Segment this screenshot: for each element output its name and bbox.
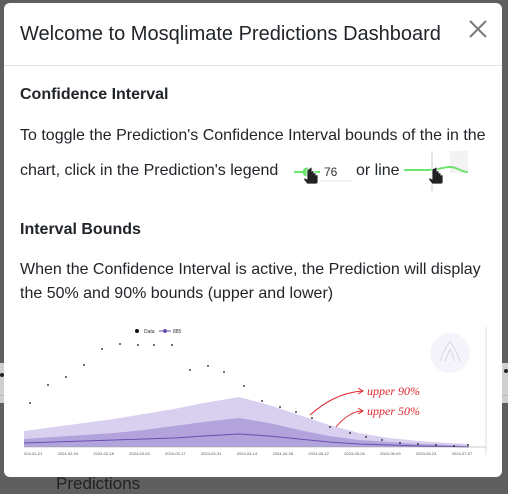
modal-header: Welcome to Mosqlimate Predictions Dashbo… <box>4 3 502 66</box>
legend-demo-number: 76 <box>324 165 338 179</box>
close-icon <box>469 20 487 38</box>
background-dot <box>0 373 4 377</box>
data-point <box>83 364 85 366</box>
data-point <box>261 400 263 402</box>
x-tick-label: 2024-03-03 <box>129 451 150 456</box>
or-line-text: or line <box>356 162 400 179</box>
data-point <box>29 402 31 404</box>
data-points <box>29 343 469 447</box>
data-point <box>65 376 67 378</box>
data-point <box>467 444 469 446</box>
annotation-upper50: upper 50% <box>367 404 420 418</box>
data-point <box>417 443 419 445</box>
legend-series-marker <box>163 329 167 333</box>
x-tick-label: 2024-02-04 <box>58 451 79 456</box>
x-tick-label: 2024-03-17 <box>165 451 186 456</box>
data-point <box>295 411 297 413</box>
mosqlimate-logo-watermark <box>430 333 470 373</box>
data-point <box>137 344 139 346</box>
x-tick-label: 2024-03-31 <box>201 451 222 456</box>
interval-bounds-heading: Interval Bounds <box>20 221 141 238</box>
data-point <box>153 344 155 346</box>
welcome-modal: Welcome to Mosqlimate Predictions Dashbo… <box>4 3 502 477</box>
data-point <box>243 385 245 387</box>
bounds-text-line1: When the Confidence Interval is active, … <box>20 261 481 278</box>
line-click-demo <box>404 151 468 191</box>
data-point <box>47 384 49 386</box>
arrow-upper50 <box>335 410 363 428</box>
arrow-upper90 <box>309 390 363 416</box>
data-point <box>279 406 281 408</box>
confidence-text-line2: chart, click in the Prediction's legend <box>20 162 279 179</box>
data-point <box>381 439 383 441</box>
data-point <box>119 343 121 345</box>
confidence-bounds-example-chart: Data 885 upper 90% upper 50% <box>24 323 488 459</box>
background-dot <box>504 369 508 373</box>
x-tick-label: 2024-04-14 <box>237 451 258 456</box>
median-line <box>24 433 470 448</box>
x-tick-label: 2024-04-28 <box>273 451 294 456</box>
x-tick-labels: 2024-01-21 2024-02-04 2024-02-18 2024-03-03… <box>24 451 473 456</box>
data-point <box>189 369 191 371</box>
x-tick-label: 2024-06-09 <box>380 451 401 456</box>
modal-title: Welcome to Mosqlimate Predictions Dashbo… <box>20 23 441 45</box>
background-heading: Predictions <box>56 474 141 493</box>
data-point <box>453 445 455 447</box>
legend-click-demo: 76 <box>290 156 354 188</box>
data-point <box>171 344 173 346</box>
close-button[interactable] <box>466 17 490 41</box>
data-point <box>399 442 401 444</box>
annotation-upper90: upper 90% <box>367 384 420 398</box>
data-point <box>329 426 331 428</box>
data-point <box>435 444 437 446</box>
data-point <box>349 432 351 434</box>
x-tick-label: 2024-01-21 <box>24 451 43 456</box>
legend-data-label: Data <box>144 329 155 335</box>
data-point <box>311 417 313 419</box>
data-point <box>101 348 103 350</box>
legend-data-marker <box>135 329 139 333</box>
x-tick-label: 2024-05-12 <box>308 451 329 456</box>
hand-pointer-icon <box>303 166 319 185</box>
bounds-text-line2: the 50% and 90% bounds (upper and lower) <box>20 285 334 302</box>
hand-pointer-icon <box>428 166 444 185</box>
confidence-text-line1: To toggle the Prediction's Confidence In… <box>20 127 486 144</box>
x-tick-label: 2024-07-07 <box>452 451 473 456</box>
x-tick-label: 2024-05-26 <box>344 451 365 456</box>
confidence-interval-heading: Confidence Interval <box>20 86 169 103</box>
data-point <box>365 436 367 438</box>
data-point <box>223 371 225 373</box>
legend-series-label: 885 <box>173 329 182 335</box>
data-point <box>207 365 209 367</box>
x-tick-label: 2024-06-23 <box>416 451 437 456</box>
x-tick-label: 2024-02-18 <box>93 451 114 456</box>
